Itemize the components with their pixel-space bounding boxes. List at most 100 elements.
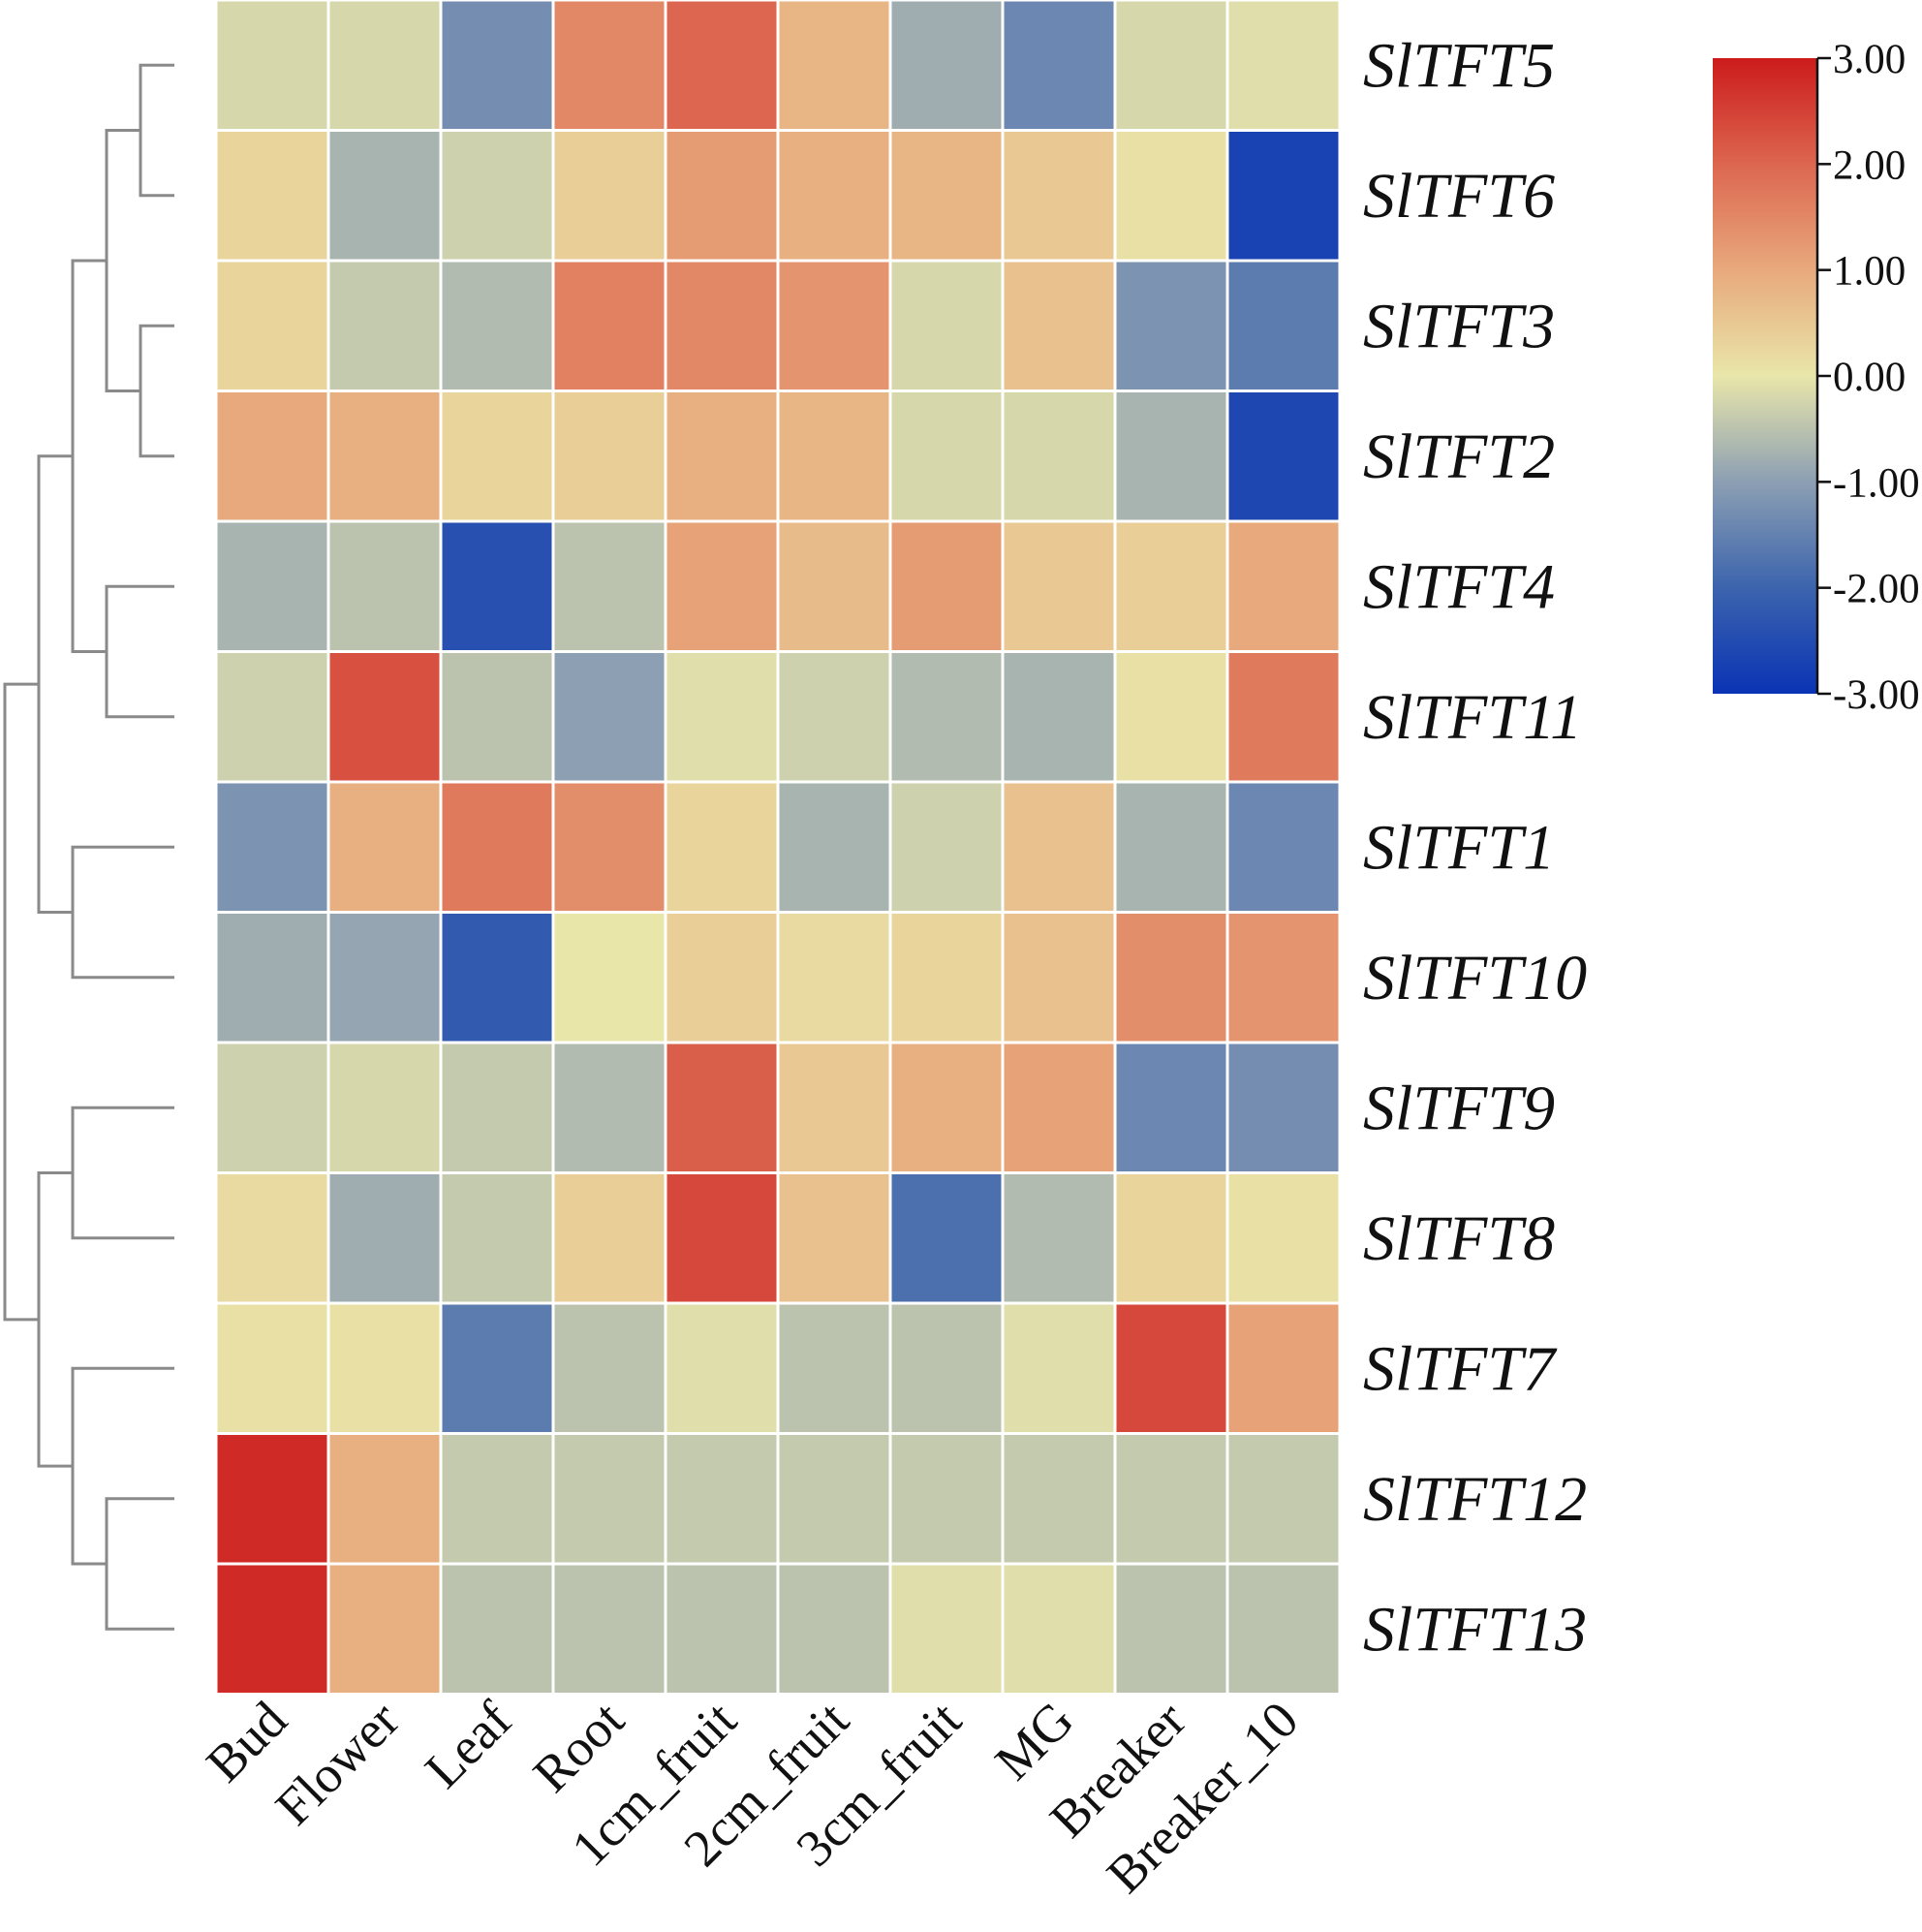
column-label: Leaf [414,1691,522,1799]
heatmap-cell [326,780,443,914]
heatmap-cell [1113,911,1229,1044]
heatmap-cell [1113,1562,1229,1696]
row-label: SlTFT1 [1363,812,1555,883]
heatmap-cell [439,780,555,914]
heatmap-cell [776,780,892,914]
heatmap-cell [1113,780,1229,914]
heatmap-cell [326,1041,443,1174]
heatmap-cell [888,1562,1005,1696]
heatmap-cell [776,519,892,653]
heatmap-cell [326,1171,443,1305]
heatmap-cell [664,650,780,784]
dendrogram-branch [37,1171,73,1468]
heatmap-cell [439,519,555,653]
heatmap-cell [1001,780,1117,914]
dendrogram-branch [105,1497,174,1631]
heatmap-cell [1225,519,1342,653]
colorbar-tick-label: 3.00 [1833,37,1906,82]
heatmap-cell [776,1432,892,1566]
colorbar-tick-label: -2.00 [1833,567,1920,612]
heatmap-cell [551,1301,667,1435]
row-label: SlTFT9 [1363,1073,1555,1143]
heatmap-cell [664,259,780,392]
heatmap-cell [1001,519,1117,653]
heatmap-cell [439,259,555,392]
colorbar-gradient [1713,58,1817,694]
heatmap-cell [776,1171,892,1305]
heatmap-cell [326,1301,443,1435]
heatmap-cell [439,1041,555,1174]
heatmap-cell [1113,650,1229,784]
heatmap-cell [551,259,667,392]
heatmap-cell [888,1171,1005,1305]
heatmap-cell [1225,1562,1342,1696]
heatmap-cell [439,129,555,263]
heatmap-cell [214,1562,330,1696]
heatmap-cell [1225,1432,1342,1566]
heatmap-cell [551,519,667,653]
row-labels: SlTFT5 SlTFT6 SlTFT3 SlTFT2 SlTFT4 SlTFT11 SlT… [1363,30,1587,1665]
dendrogram-branch [71,259,107,653]
heatmap-cell [214,129,330,263]
heatmap-cell [439,1432,555,1566]
heatmap-cell [888,911,1005,1044]
column-label: Flower [264,1691,411,1837]
heatmap-cell [776,1041,892,1174]
heatmap-cell [551,1171,667,1305]
dendrogram-branch [105,584,174,719]
heatmap-cell [888,0,1005,132]
heatmap-cell [326,390,443,523]
heatmap-cells [214,0,1342,1696]
row-label: SlTFT3 [1363,291,1555,361]
heatmap-cell [214,1301,330,1435]
heatmap-cell [326,1562,443,1696]
heatmap-cell [214,911,330,1044]
row-label: SlTFT13 [1363,1594,1587,1665]
heatmap-cell [551,0,667,132]
heatmap-cell [1001,0,1117,132]
row-label: SlTFT5 [1363,30,1555,101]
heatmap-cell [214,780,330,914]
heatmap-cell [214,390,330,523]
heatmap-cell [439,1562,555,1696]
heatmap-cell [326,911,443,1044]
heatmap-cell [439,911,555,1044]
heatmap-cell [1001,390,1117,523]
dendrogram-branch [139,324,174,458]
heatmap-cell [888,390,1005,523]
heatmap-cell [1001,1562,1117,1696]
heatmap-cell [1113,0,1229,132]
row-label: SlTFT4 [1363,551,1555,622]
heatmap-cell [551,129,667,263]
heatmap-cell [888,1432,1005,1566]
heatmap-cell [1225,1171,1342,1305]
heatmap-cell [664,1041,780,1174]
heatmap-cell [439,1171,555,1305]
heatmap-cell [776,650,892,784]
heatmap-cell [776,911,892,1044]
colorbar-tick-label: 2.00 [1833,142,1906,188]
dendrogram-branch [71,1366,174,1566]
heatmap-cell [326,129,443,263]
heatmap-cell [664,780,780,914]
heatmap-cell [1001,650,1117,784]
heatmap-cell [439,390,555,523]
heatmap-cell [214,1432,330,1566]
heatmap-cell [664,911,780,1044]
heatmap-cell [1001,1301,1117,1435]
heatmap-cell [551,1432,667,1566]
heatmap-cell [664,1432,780,1566]
colorbar-tick-label: -1.00 [1833,460,1920,506]
row-label: SlTFT7 [1363,1333,1558,1404]
heatmap-cell [664,129,780,263]
heatmap-cell [888,1041,1005,1174]
heatmap-cell [326,0,443,132]
heatmap-cell [888,650,1005,784]
heatmap-cell [439,1301,555,1435]
row-label: SlTFT6 [1363,161,1555,232]
heatmap-cell [776,0,892,132]
heatmap-cell [1001,1171,1117,1305]
heatmap-cell [1225,650,1342,784]
heatmap-cell [664,519,780,653]
